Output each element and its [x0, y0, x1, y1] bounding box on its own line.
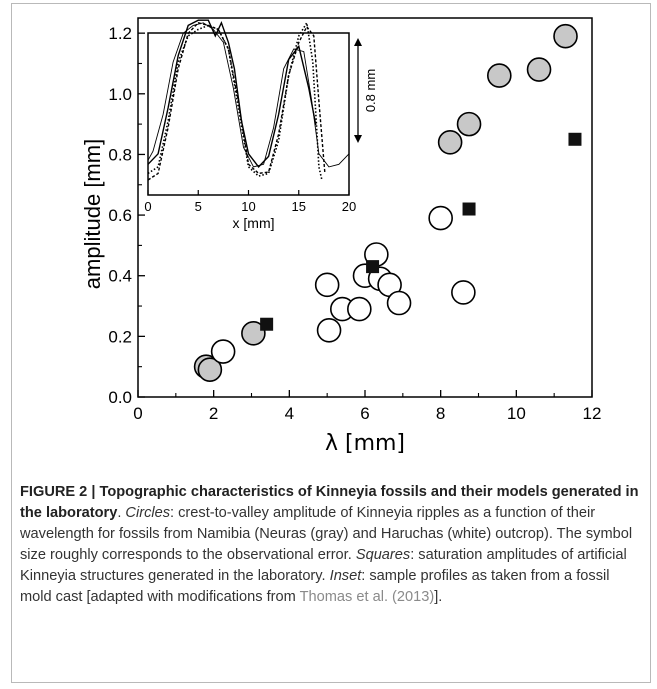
y-tick-label: 0.8	[108, 145, 132, 164]
inset-scale-arrow-up	[354, 38, 362, 46]
inset-x-tick-label: 15	[292, 199, 306, 214]
y-tick-label: 0.0	[108, 388, 132, 407]
inset-profile-line	[147, 20, 323, 181]
data-point-white-circle	[314, 272, 340, 298]
data-point-gray-circle	[487, 63, 512, 88]
x-tick-label: 2	[209, 404, 218, 423]
inset-profile-line	[147, 22, 350, 168]
inset-scale-arrow-down	[354, 135, 362, 143]
inset-profile-line	[147, 22, 326, 181]
data-point-gray-circle	[197, 357, 223, 383]
data-point-white-circle	[210, 339, 236, 364]
data-point-white-circle	[428, 205, 453, 231]
caption-inset-text: : sample profiles as taken from a fossil…	[20, 568, 610, 605]
data-point-square	[462, 202, 476, 216]
data-point-gray-circle	[437, 130, 463, 155]
caption-circles-label: Circles	[125, 505, 171, 521]
caption-inset-label: Inset	[329, 568, 362, 584]
data-point-square	[260, 317, 274, 331]
data-point-gray-circle	[526, 57, 552, 82]
y-tick-label: 1.0	[108, 85, 132, 104]
inset-x-axis-label: x [mm]	[233, 215, 275, 231]
x-tick-label: 0	[133, 404, 142, 423]
caption-end: ].	[434, 589, 443, 605]
y-axis-label: amplitude [mm]	[80, 139, 105, 289]
caption-title: FIGURE 2 | Topographic characteristics o…	[20, 484, 639, 521]
caption-squares-text: : saturation amplitudes of artificial Ki…	[20, 547, 627, 584]
inset-scale-label: 0.8 mm	[363, 69, 378, 112]
data-point-square	[366, 260, 380, 274]
x-tick-label: 4	[285, 404, 294, 423]
data-point-gray-circle	[553, 23, 578, 49]
inset-x-tick-label: 10	[241, 199, 255, 214]
inset-x-tick-label: 5	[195, 199, 202, 214]
caption-circles-text: : crest-to-valley amplitude of Kinneyia …	[20, 505, 633, 563]
x-tick-label: 12	[583, 404, 602, 423]
inset-x-tick-label: 0	[144, 199, 151, 214]
data-point-gray-circle	[456, 111, 482, 137]
y-tick-label: 0.6	[108, 206, 132, 225]
x-axis-label: λ [mm]	[325, 431, 405, 456]
data-point-white-circle	[347, 296, 372, 322]
data-point-white-circle	[316, 317, 342, 343]
x-tick-label: 10	[507, 404, 526, 423]
caption-squares-label: Squares	[355, 547, 411, 563]
data-point-square	[568, 132, 582, 146]
x-tick-label: 8	[436, 404, 445, 423]
caption-reference-link[interactable]: Thomas et al. (2013)	[299, 589, 435, 605]
y-tick-label: 1.2	[108, 24, 132, 43]
inset-profile-line	[147, 19, 317, 168]
figure-caption: FIGURE 2 | Topographic characteristics o…	[20, 484, 639, 605]
scatter-chart: amplitude [mm] λ [mm] 0 2 4 6 8 10 12 0.0 0.2 0.4…	[80, 17, 602, 456]
inset-x-tick-label: 20	[342, 199, 356, 214]
y-tick-label: 0.4	[108, 267, 132, 286]
data-point-gray-circle	[241, 321, 266, 346]
data-point-white-circle	[386, 290, 412, 316]
data-point-white-circle	[451, 280, 476, 305]
x-tick-label: 6	[360, 404, 369, 423]
y-tick-label: 0.2	[108, 327, 132, 346]
